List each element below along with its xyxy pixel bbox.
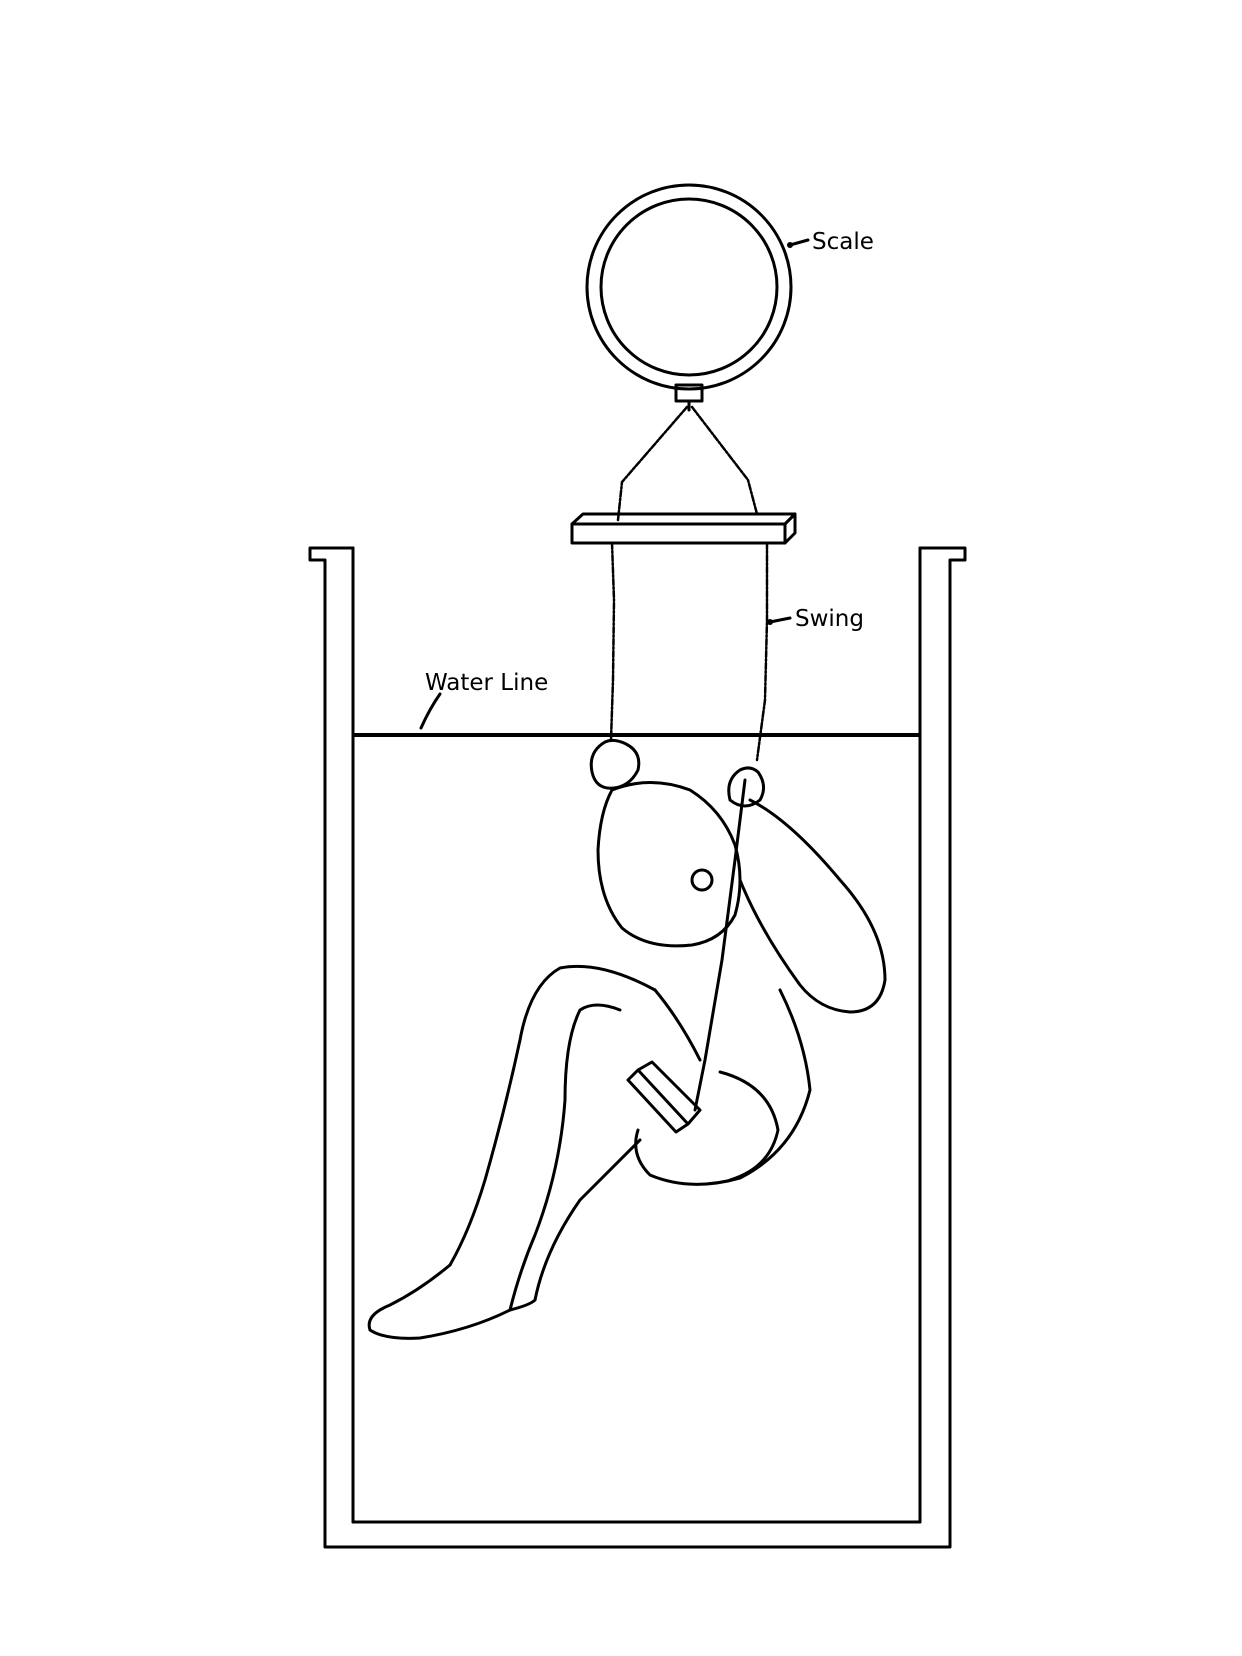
tank-outer-wall (308, 546, 967, 1549)
swing-rope-left (609, 541, 616, 742)
submerged-person-figure (367, 738, 887, 1340)
left-hand (589, 738, 641, 790)
head (596, 781, 742, 948)
scale-leader-dot (787, 242, 793, 248)
swing-bar-front (570, 522, 787, 545)
swing-seat (626, 1060, 702, 1134)
scale-inner-ring (599, 197, 779, 377)
ear (690, 868, 714, 892)
right-hand (727, 766, 765, 808)
water-line-label: Water Line (425, 670, 548, 696)
swing-rope-right-lower (693, 778, 747, 1112)
upper-rope-right (690, 405, 759, 516)
label-leaders (419, 238, 810, 730)
lower-leg (508, 1098, 642, 1312)
swing-bar-end (783, 512, 797, 545)
swing-leader-dot (767, 619, 773, 625)
scale-label: Scale (812, 229, 874, 255)
swing-rope-right (755, 541, 769, 762)
swing-ropes (609, 541, 769, 1112)
water-line-leader (419, 692, 442, 730)
hip (718, 1070, 780, 1182)
scale-leader (788, 238, 810, 247)
upper-leg (448, 964, 657, 1267)
swing-bar (570, 512, 797, 545)
scale-outer-ring (585, 183, 793, 391)
right-arm (738, 798, 887, 1014)
upper-rope-left (616, 405, 689, 522)
scale-dial (585, 183, 793, 412)
swing-label: Swing (795, 606, 864, 632)
back (634, 988, 812, 1186)
foot (367, 1263, 537, 1340)
upper-ropes (616, 405, 759, 522)
thigh-top (563, 988, 702, 1102)
water-tank (308, 546, 967, 1549)
swing-leader (768, 616, 792, 624)
